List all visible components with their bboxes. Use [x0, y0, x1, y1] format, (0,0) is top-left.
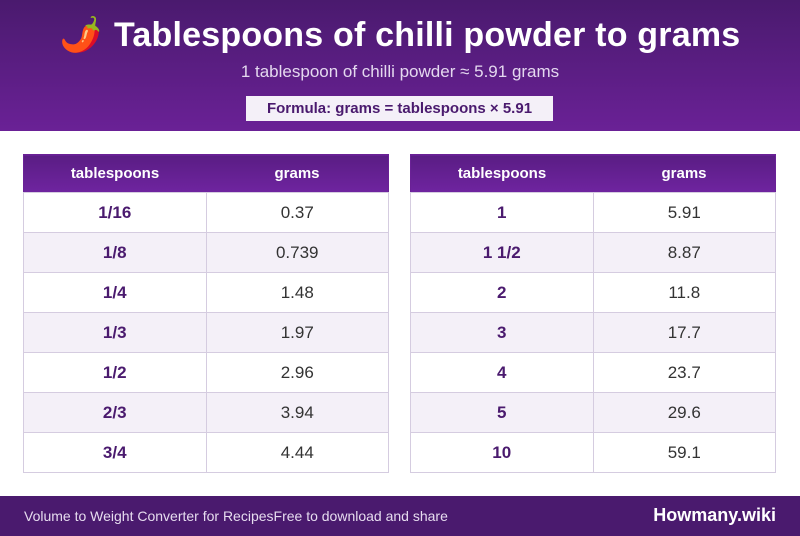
table-row: 1/3 1.97: [23, 312, 389, 353]
footer-text: Volume to Weight Converter for RecipesFr…: [24, 508, 448, 524]
conversion-table-left: tablespoons grams 1/16 0.37 1/8 0.739 1/4 1.4…: [23, 154, 389, 473]
table-row: 3/4 4.44: [23, 432, 389, 473]
grams-cell: 3.94: [205, 392, 389, 433]
column-header-tablespoons: tablespoons: [23, 154, 206, 193]
chili-pepper-icon: 🌶️: [59, 16, 102, 54]
grams-cell: 23.7: [592, 352, 776, 393]
grams-cell: 1.97: [205, 312, 389, 353]
grams-cell: 2.96: [205, 352, 389, 393]
tablespoons-cell: 2: [410, 272, 594, 313]
grams-cell: 0.37: [205, 192, 389, 233]
table-row: 2/3 3.94: [23, 392, 389, 433]
grams-cell: 11.8: [592, 272, 776, 313]
tablespoons-cell: 1/8: [23, 232, 207, 273]
column-header-grams: grams: [593, 154, 776, 193]
tablespoons-cell: 1 1/2: [410, 232, 594, 273]
header-banner: 🌶️ Tablespoons of chilli powder to grams…: [0, 0, 800, 131]
table-row: 3 17.7: [410, 312, 776, 353]
table-row: 10 59.1: [410, 432, 776, 473]
page-subtitle: 1 tablespoon of chilli powder ≈ 5.91 gra…: [240, 62, 560, 81]
table-row: 1 1/2 8.87: [410, 232, 776, 273]
table-row: 1/4 1.48: [23, 272, 389, 313]
brand-logo-text: Howmany.wiki: [653, 505, 776, 525]
table-row: 5 29.6: [410, 392, 776, 433]
grams-cell: 0.739: [205, 232, 389, 273]
column-header-tablespoons: tablespoons: [410, 154, 593, 193]
tablespoons-cell: 2/3: [23, 392, 207, 433]
table-row: 2 11.8: [410, 272, 776, 313]
tablespoons-cell: 1/16: [23, 192, 207, 233]
grams-cell: 29.6: [592, 392, 776, 433]
tablespoons-cell: 1/3: [23, 312, 207, 353]
title-row: 🌶️ Tablespoons of chilli powder to grams: [0, 12, 800, 58]
footer-share-label: Free to download and share: [273, 508, 448, 524]
table-row: 1/2 2.96: [23, 352, 389, 393]
table-row: 1/8 0.739: [23, 232, 389, 273]
tablespoons-cell: 3/4: [23, 432, 207, 473]
grams-cell: 8.87: [592, 232, 776, 273]
table-row: 1 5.91: [410, 192, 776, 233]
footer-bar: Volume to Weight Converter for RecipesFr…: [0, 496, 800, 536]
page-title: Tablespoons of chilli powder to grams: [113, 16, 741, 54]
footer-converter-label: Volume to Weight Converter for Recipes: [24, 508, 274, 524]
table-row: 4 23.7: [410, 352, 776, 393]
tablespoons-cell: 3: [410, 312, 594, 353]
tablespoons-cell: 1: [410, 192, 594, 233]
table-header-row: tablespoons grams: [23, 154, 389, 193]
table-header-row: tablespoons grams: [410, 154, 776, 193]
tablespoons-cell: 1/4: [23, 272, 207, 313]
table-row: 1/16 0.37: [23, 192, 389, 233]
conversion-table-right: tablespoons grams 1 5.91 1 1/2 8.87 2 11.8 3 17…: [410, 154, 776, 473]
grams-cell: 59.1: [592, 432, 776, 473]
grams-cell: 17.7: [592, 312, 776, 353]
tablespoons-cell: 4: [410, 352, 594, 393]
grams-cell: 5.91: [592, 192, 776, 233]
tablespoons-cell: 1/2: [23, 352, 207, 393]
column-header-grams: grams: [206, 154, 389, 193]
tablespoons-cell: 5: [410, 392, 594, 433]
grams-cell: 4.44: [205, 432, 389, 473]
tablespoons-cell: 10: [410, 432, 594, 473]
grams-cell: 1.48: [205, 272, 389, 313]
formula-box: Formula: grams = tablespoons × 5.91: [246, 96, 553, 121]
